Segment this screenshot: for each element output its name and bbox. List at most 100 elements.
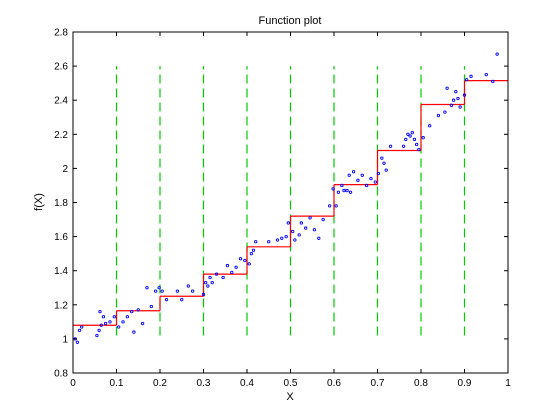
y-tick-label: 2 [62, 164, 68, 175]
data-point-32 [206, 284, 210, 288]
data-point-37 [225, 263, 230, 268]
data-point-55 [304, 226, 308, 230]
y-tick-label: 2.4 [54, 96, 68, 107]
data-point-97 [458, 105, 462, 109]
x-tick-label: 0.5 [284, 378, 298, 389]
data-point-100 [469, 74, 473, 78]
data-point-81 [404, 137, 408, 142]
data-point-73 [369, 176, 373, 181]
data-point-47 [275, 238, 280, 242]
data-point-69 [351, 170, 356, 174]
data-point-45 [254, 240, 258, 244]
data-point-46 [267, 240, 271, 244]
data-point-6 [97, 328, 101, 333]
data-point-83 [408, 134, 412, 138]
x-tick-label: 0.9 [458, 378, 472, 389]
data-point-88 [421, 136, 425, 140]
data-point-90 [436, 113, 441, 118]
x-tick-label: 0.8 [414, 378, 428, 389]
data-point-38 [230, 270, 234, 275]
data-point-18 [136, 308, 140, 312]
y-tick-label: 2.8 [54, 28, 68, 39]
data-point-77 [382, 161, 386, 165]
data-point-9 [101, 315, 106, 319]
y-axis-label: f(X) [33, 193, 45, 211]
data-point-41 [243, 258, 247, 263]
data-point-20 [145, 286, 149, 290]
data-point-25 [164, 298, 169, 302]
data-point-87 [417, 147, 421, 152]
data-point-44 [251, 248, 256, 252]
data-point-13 [117, 325, 121, 329]
data-point-82 [406, 132, 410, 136]
data-point-103 [495, 52, 499, 56]
data-point-61 [331, 187, 335, 191]
data-point-3 [77, 328, 82, 333]
data-point-66 [345, 188, 349, 193]
data-point-50 [286, 221, 290, 225]
data-point-26 [175, 289, 180, 293]
data-point-52 [293, 238, 297, 242]
y-tick-label: 1 [62, 334, 68, 345]
data-point-30 [201, 292, 206, 297]
data-point-75 [376, 171, 381, 176]
data-point-39 [234, 265, 238, 269]
data-point-42 [247, 262, 251, 266]
data-point-96 [456, 96, 460, 101]
data-point-2 [75, 340, 80, 344]
data-point-17 [132, 330, 136, 334]
y-tick-label: 1.8 [54, 198, 68, 209]
data-point-33 [208, 275, 212, 280]
data-point-84 [410, 130, 414, 135]
data-point-40 [238, 257, 243, 261]
x-tick-label: 0.4 [240, 378, 254, 389]
y-tick-label: 0.8 [54, 369, 68, 380]
x-tick-label: 0 [70, 378, 76, 389]
data-point-60 [327, 204, 332, 208]
data-point-92 [445, 86, 449, 90]
data-point-63 [336, 190, 340, 194]
x-tick-label: 1 [505, 378, 511, 389]
data-point-21 [149, 304, 153, 309]
data-point-57 [312, 228, 317, 232]
data-point-65 [342, 188, 346, 193]
data-point-94 [451, 98, 456, 102]
data-point-79 [388, 144, 393, 148]
data-point-49 [284, 234, 288, 239]
y-tick-label: 1.4 [54, 266, 68, 277]
data-point-80 [401, 144, 406, 148]
data-point-43 [249, 251, 254, 256]
data-point-72 [364, 183, 369, 188]
x-tick-label: 0.6 [327, 378, 341, 389]
data-point-28 [186, 284, 190, 288]
data-point-7 [98, 309, 102, 314]
data-point-53 [297, 233, 301, 237]
data-point-34 [210, 280, 214, 285]
data-point-102 [491, 79, 495, 84]
data-point-62 [334, 204, 338, 208]
data-point-59 [321, 217, 325, 222]
data-point-19 [140, 321, 145, 326]
x-tick-label: 0.3 [197, 378, 211, 389]
data-point-85 [412, 137, 417, 142]
data-point-48 [280, 236, 284, 240]
data-point-95 [454, 90, 458, 94]
data-point-14 [121, 320, 125, 324]
data-point-78 [384, 168, 388, 172]
x-tick-label: 0.7 [371, 378, 385, 389]
data-point-99 [465, 78, 469, 82]
data-point-93 [449, 103, 454, 107]
data-point-74 [373, 180, 377, 184]
data-point-51 [291, 229, 295, 234]
data-point-86 [414, 142, 419, 147]
data-point-56 [308, 216, 312, 220]
data-point-98 [462, 93, 467, 97]
data-point-89 [428, 124, 432, 128]
data-point-91 [443, 110, 447, 114]
data-point-36 [221, 275, 225, 280]
data-point-67 [347, 173, 351, 177]
data-point-5 [95, 333, 99, 338]
y-tick-label: 1.2 [54, 300, 68, 311]
y-tick-label: 1.6 [54, 232, 68, 243]
